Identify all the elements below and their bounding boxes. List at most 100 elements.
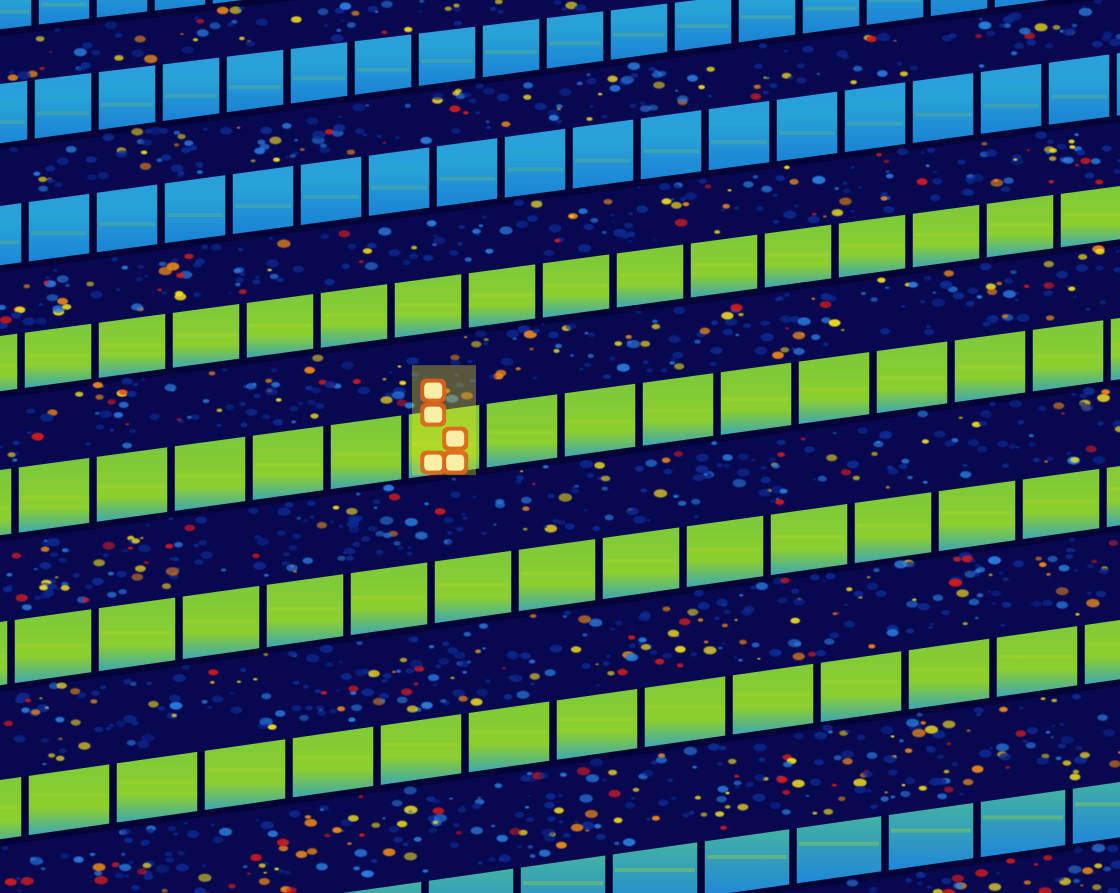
panel-band <box>101 102 153 107</box>
vegetation-speck <box>816 72 821 75</box>
vegetation-speck <box>94 411 100 415</box>
vegetation-speck <box>483 341 488 346</box>
vegetation-speck <box>584 331 589 335</box>
vegetation-speck <box>136 740 150 749</box>
vegetation-speck <box>30 709 41 716</box>
vegetation-speck <box>873 568 880 573</box>
vegetation-speck <box>495 369 507 377</box>
vegetation-speck <box>966 729 971 732</box>
vegetation-speck <box>737 803 749 811</box>
vegetation-speck <box>183 822 188 825</box>
vegetation-speck <box>904 777 916 785</box>
vegetation-speck <box>833 755 842 761</box>
vegetation-speck <box>1091 843 1106 853</box>
vegetation-speck <box>866 752 878 759</box>
vegetation-speck <box>338 230 351 238</box>
vegetation-speck <box>404 805 418 814</box>
vegetation-speck <box>472 228 481 235</box>
vegetation-speck <box>453 651 466 660</box>
vegetation-speck <box>524 805 530 809</box>
vegetation-speck <box>916 178 928 186</box>
vegetation-speck <box>784 165 790 170</box>
vegetation-speck <box>628 239 633 243</box>
vegetation-speck <box>783 318 788 321</box>
vegetation-speck <box>276 838 290 847</box>
vegetation-speck <box>658 183 671 191</box>
vegetation-speck <box>850 80 857 85</box>
vegetation-speck <box>1039 562 1047 568</box>
solar-panel <box>0 0 33 31</box>
vegetation-speck <box>306 848 318 855</box>
vegetation-speck <box>871 451 878 456</box>
vegetation-speck <box>845 729 850 733</box>
vegetation-speck <box>1003 290 1016 299</box>
vegetation-speck <box>230 706 243 714</box>
vegetation-speck <box>923 328 935 336</box>
vegetation-speck <box>75 391 84 397</box>
vegetation-speck <box>652 319 658 324</box>
vegetation-speck <box>21 604 32 611</box>
vegetation-speck <box>706 66 715 72</box>
vegetation-speck <box>817 475 827 482</box>
vegetation-speck <box>886 173 894 179</box>
vegetation-speck <box>131 884 140 891</box>
vegetation-speck <box>1075 163 1080 167</box>
vegetation-speck <box>216 408 223 413</box>
vegetation-speck <box>1052 25 1061 30</box>
vegetation-speck <box>396 399 408 407</box>
vegetation-speck <box>144 54 158 64</box>
vegetation-speck <box>102 553 109 558</box>
vegetation-speck <box>585 810 598 818</box>
vegetation-speck <box>325 662 334 668</box>
vegetation-speck <box>329 708 338 714</box>
panel-band <box>841 242 903 247</box>
vegetation-speck <box>661 457 671 463</box>
vegetation-speck <box>125 422 130 426</box>
vegetation-speck <box>765 76 770 80</box>
vegetation-speck <box>790 617 800 624</box>
vegetation-speck <box>53 269 58 272</box>
vegetation-speck <box>503 694 513 700</box>
vegetation-speck <box>427 674 440 682</box>
vegetation-speck <box>968 598 980 606</box>
panel-band <box>915 112 971 117</box>
vegetation-speck <box>222 368 228 372</box>
vegetation-speck <box>450 354 460 361</box>
panel-band <box>983 103 1039 108</box>
vegetation-speck <box>601 778 608 782</box>
panel-band <box>645 408 711 413</box>
vegetation-speck <box>558 820 564 824</box>
vegetation-speck <box>499 226 513 235</box>
vegetation-speck <box>239 401 246 406</box>
vegetation-speck <box>736 468 751 477</box>
vegetation-speck <box>671 201 682 209</box>
panel-band <box>471 293 533 298</box>
vegetation-speck <box>569 354 574 357</box>
vegetation-speck <box>603 198 613 205</box>
vegetation-speck <box>662 606 671 612</box>
vegetation-speck <box>674 89 679 92</box>
vegetation-speck <box>33 567 38 571</box>
vegetation-speck <box>336 689 340 692</box>
solar-panel <box>211 0 256 6</box>
vegetation-speck <box>532 328 540 334</box>
vegetation-speck <box>900 790 911 798</box>
vegetation-speck <box>15 877 21 881</box>
vegetation-speck <box>898 739 904 743</box>
vegetation-speck <box>388 826 399 833</box>
panel-band <box>767 252 829 257</box>
vegetation-speck <box>323 24 329 28</box>
vegetation-speck <box>334 7 345 14</box>
vegetation-speck <box>1036 757 1049 765</box>
vegetation-speck <box>40 413 54 422</box>
vegetation-speck <box>250 159 256 163</box>
vegetation-speck <box>149 126 162 135</box>
vegetation-speck <box>40 867 46 871</box>
vegetation-speck <box>356 492 361 496</box>
vegetation-speck <box>1000 186 1011 193</box>
vegetation-speck <box>923 275 932 281</box>
panel-band <box>0 655 5 660</box>
vegetation-speck <box>776 296 785 301</box>
vegetation-speck <box>815 650 826 657</box>
vegetation-speck <box>1069 773 1081 781</box>
